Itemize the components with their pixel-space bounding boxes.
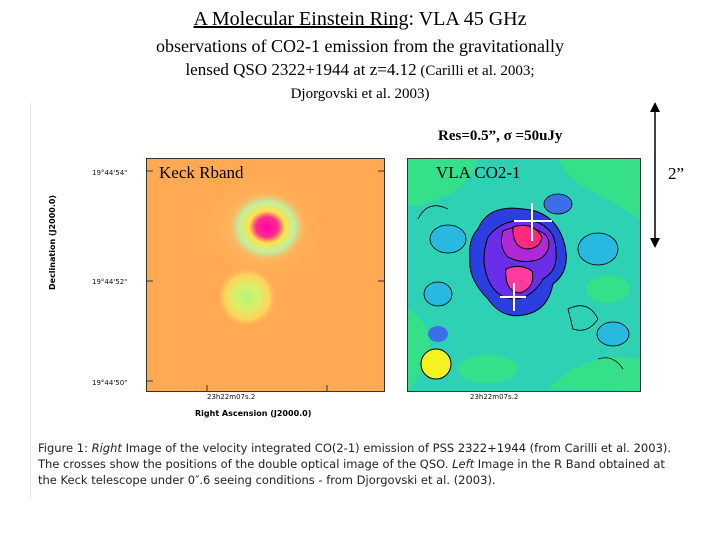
caption-part-2: Image in the R Band obtained at the Keck… bbox=[38, 457, 665, 487]
title-line-3-b: (Carilli et al. 2003; bbox=[416, 63, 535, 79]
y-tick-label: 19°44'52" bbox=[92, 278, 128, 286]
y-tick-label: 19°44'50" bbox=[92, 379, 128, 387]
title-line-2: observations of CO2-1 emission from the … bbox=[156, 36, 564, 56]
vla-panel-label: VLA CO2-1 bbox=[436, 163, 521, 182]
y-tick-label: 19°44'54" bbox=[92, 169, 128, 177]
caption-part-1: Image of the velocity integrated CO(2-1)… bbox=[38, 441, 672, 471]
vla-noise-contours bbox=[417, 193, 630, 370]
title-block: A Molecular Einstein Ring: VLA 45 GHz ob… bbox=[0, 6, 720, 105]
title-line-4: Djorgovski et al. 2003) bbox=[290, 86, 430, 102]
beam-ellipse bbox=[420, 348, 452, 380]
x-tick-label: 23h22m07s.2 bbox=[207, 393, 256, 401]
title-line-3: lensed QSO 2322+1944 at z=4.12 (Carilli … bbox=[0, 58, 720, 83]
keck-panel-label: Keck Rband bbox=[159, 163, 244, 182]
x-axis-label: Right Ascension (J2000.0) bbox=[195, 409, 312, 418]
slide-title: A Molecular Einstein Ring: VLA 45 GHz bbox=[0, 6, 720, 32]
scale-arrow-icon bbox=[650, 102, 660, 248]
vla-noise-green bbox=[408, 159, 640, 391]
scale-label: 2” bbox=[668, 164, 685, 183]
resolution-label: Res=0.5”, σ =50uJy bbox=[438, 128, 563, 144]
vla-peak-2 bbox=[505, 265, 534, 294]
y-axis-label: Declination (J2000.0) bbox=[48, 194, 57, 290]
vla-panel: VLA CO2-1 bbox=[407, 158, 641, 392]
caption-fig-label: Figure 1: bbox=[38, 441, 88, 455]
caption-left-word: Left bbox=[452, 457, 475, 471]
keck-panel: Keck Rband bbox=[146, 158, 385, 392]
qso-crosses bbox=[500, 203, 552, 311]
tick-marks-left bbox=[147, 170, 384, 391]
title-main: A Molecular Einstein Ring bbox=[193, 8, 409, 30]
vla-noise-cyan bbox=[424, 225, 629, 346]
title-suffix: : VLA 45 GHz bbox=[408, 8, 527, 30]
x-tick-label: 23h22m07s.2 bbox=[470, 393, 519, 401]
vla-peak bbox=[512, 224, 543, 250]
keck-image bbox=[147, 159, 384, 391]
title-line-3-a: lensed QSO 2322+1944 at z=4.12 bbox=[185, 60, 417, 79]
vla-noise-blue bbox=[428, 194, 572, 342]
vla-image bbox=[408, 159, 640, 391]
figure-caption: Figure 1: Right Image of the velocity in… bbox=[38, 440, 674, 488]
caption-right-word: Right bbox=[91, 441, 122, 455]
